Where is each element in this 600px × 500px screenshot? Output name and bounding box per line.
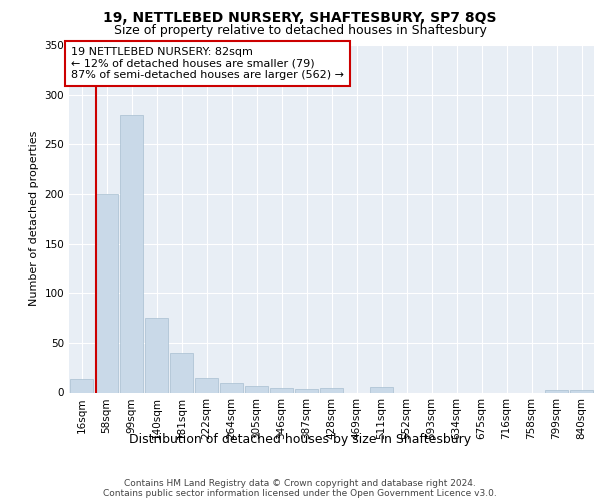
Bar [120, 114, 143, 392]
Bar [170, 353, 193, 393]
Text: 19 NETTLEBED NURSERY: 82sqm
← 12% of detached houses are smaller (79)
87% of sem: 19 NETTLEBED NURSERY: 82sqm ← 12% of det… [71, 47, 344, 80]
Text: Distribution of detached houses by size in Shaftesbury: Distribution of detached houses by size … [129, 432, 471, 446]
Bar [245, 386, 268, 392]
Bar [270, 388, 293, 392]
Bar [570, 390, 593, 392]
Bar [545, 390, 568, 392]
Bar [145, 318, 168, 392]
Text: Contains public sector information licensed under the Open Government Licence v3: Contains public sector information licen… [103, 489, 497, 498]
Bar [70, 378, 93, 392]
Bar [195, 378, 218, 392]
Bar [370, 386, 393, 392]
Y-axis label: Number of detached properties: Number of detached properties [29, 131, 39, 306]
Text: Contains HM Land Registry data © Crown copyright and database right 2024.: Contains HM Land Registry data © Crown c… [124, 479, 476, 488]
Bar [95, 194, 118, 392]
Text: 19, NETTLEBED NURSERY, SHAFTESBURY, SP7 8QS: 19, NETTLEBED NURSERY, SHAFTESBURY, SP7 … [103, 11, 497, 25]
Bar [320, 388, 343, 392]
Bar [220, 382, 243, 392]
Text: Size of property relative to detached houses in Shaftesbury: Size of property relative to detached ho… [113, 24, 487, 37]
Bar [295, 388, 318, 392]
